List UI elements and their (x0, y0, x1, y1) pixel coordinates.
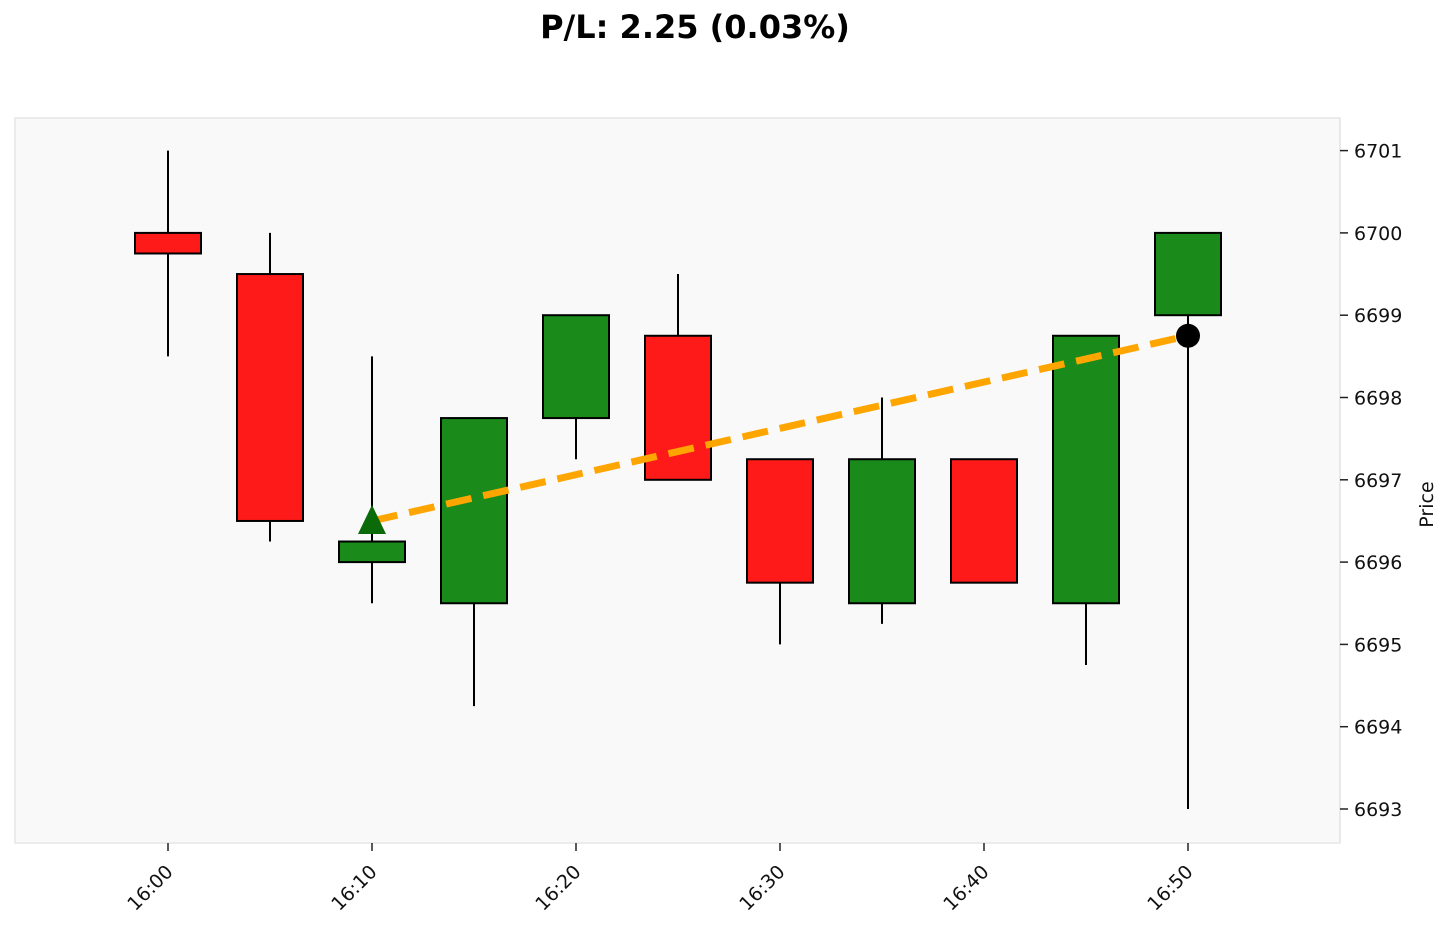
candle (236, 232, 304, 542)
candle-body (1154, 231, 1222, 317)
candle-body (746, 458, 814, 584)
y-tick-label: 6693 (1354, 799, 1402, 821)
candle-body (338, 540, 406, 564)
y-tick-label: 6697 (1354, 470, 1402, 492)
candle (848, 397, 916, 624)
exit-marker (1176, 323, 1200, 348)
y-tick-label: 6696 (1354, 552, 1402, 574)
candle-body (950, 458, 1018, 584)
trade-group (358, 323, 1200, 534)
y-tick-label: 6700 (1354, 223, 1402, 245)
trade-line (371, 332, 1189, 525)
candle-body (1052, 334, 1120, 605)
y-tick-label: 6698 (1354, 388, 1402, 410)
y-tick-label: 6695 (1354, 634, 1402, 656)
candle-body (848, 458, 916, 605)
candle (746, 458, 814, 645)
chart-title: P/L: 2.25 (0.03%) (540, 8, 850, 46)
x-tick-label: 16:30 (735, 861, 789, 915)
y-tick-label: 6694 (1354, 717, 1402, 739)
y-tick-label: 6699 (1354, 305, 1402, 327)
candle (134, 150, 202, 357)
candle (338, 356, 406, 604)
y-axis-label: Price (1416, 481, 1438, 527)
candle (440, 417, 508, 707)
x-tick-label: 16:20 (531, 861, 585, 915)
entry-marker (358, 504, 386, 534)
candle (950, 458, 1018, 584)
x-tick-label: 16:50 (1143, 861, 1197, 915)
y-axis: 6693 6694 6695 6696 6697 6698 6699 6700 6701 (1339, 118, 1402, 843)
x-axis: 16:00 16:10 16:20 16:30 16:40 16:50 (123, 843, 1198, 915)
candle-body (542, 314, 610, 420)
y-tick-label: 6701 (1354, 141, 1402, 163)
candle-body (134, 231, 202, 255)
candle (1052, 334, 1120, 665)
x-tick-label: 16:40 (939, 861, 993, 915)
candles-group (134, 150, 1222, 809)
x-tick-label: 16:00 (123, 861, 177, 915)
candle-body (440, 417, 508, 605)
x-tick-label: 16:10 (327, 861, 381, 915)
candle (542, 314, 610, 460)
candle-body (236, 273, 304, 522)
